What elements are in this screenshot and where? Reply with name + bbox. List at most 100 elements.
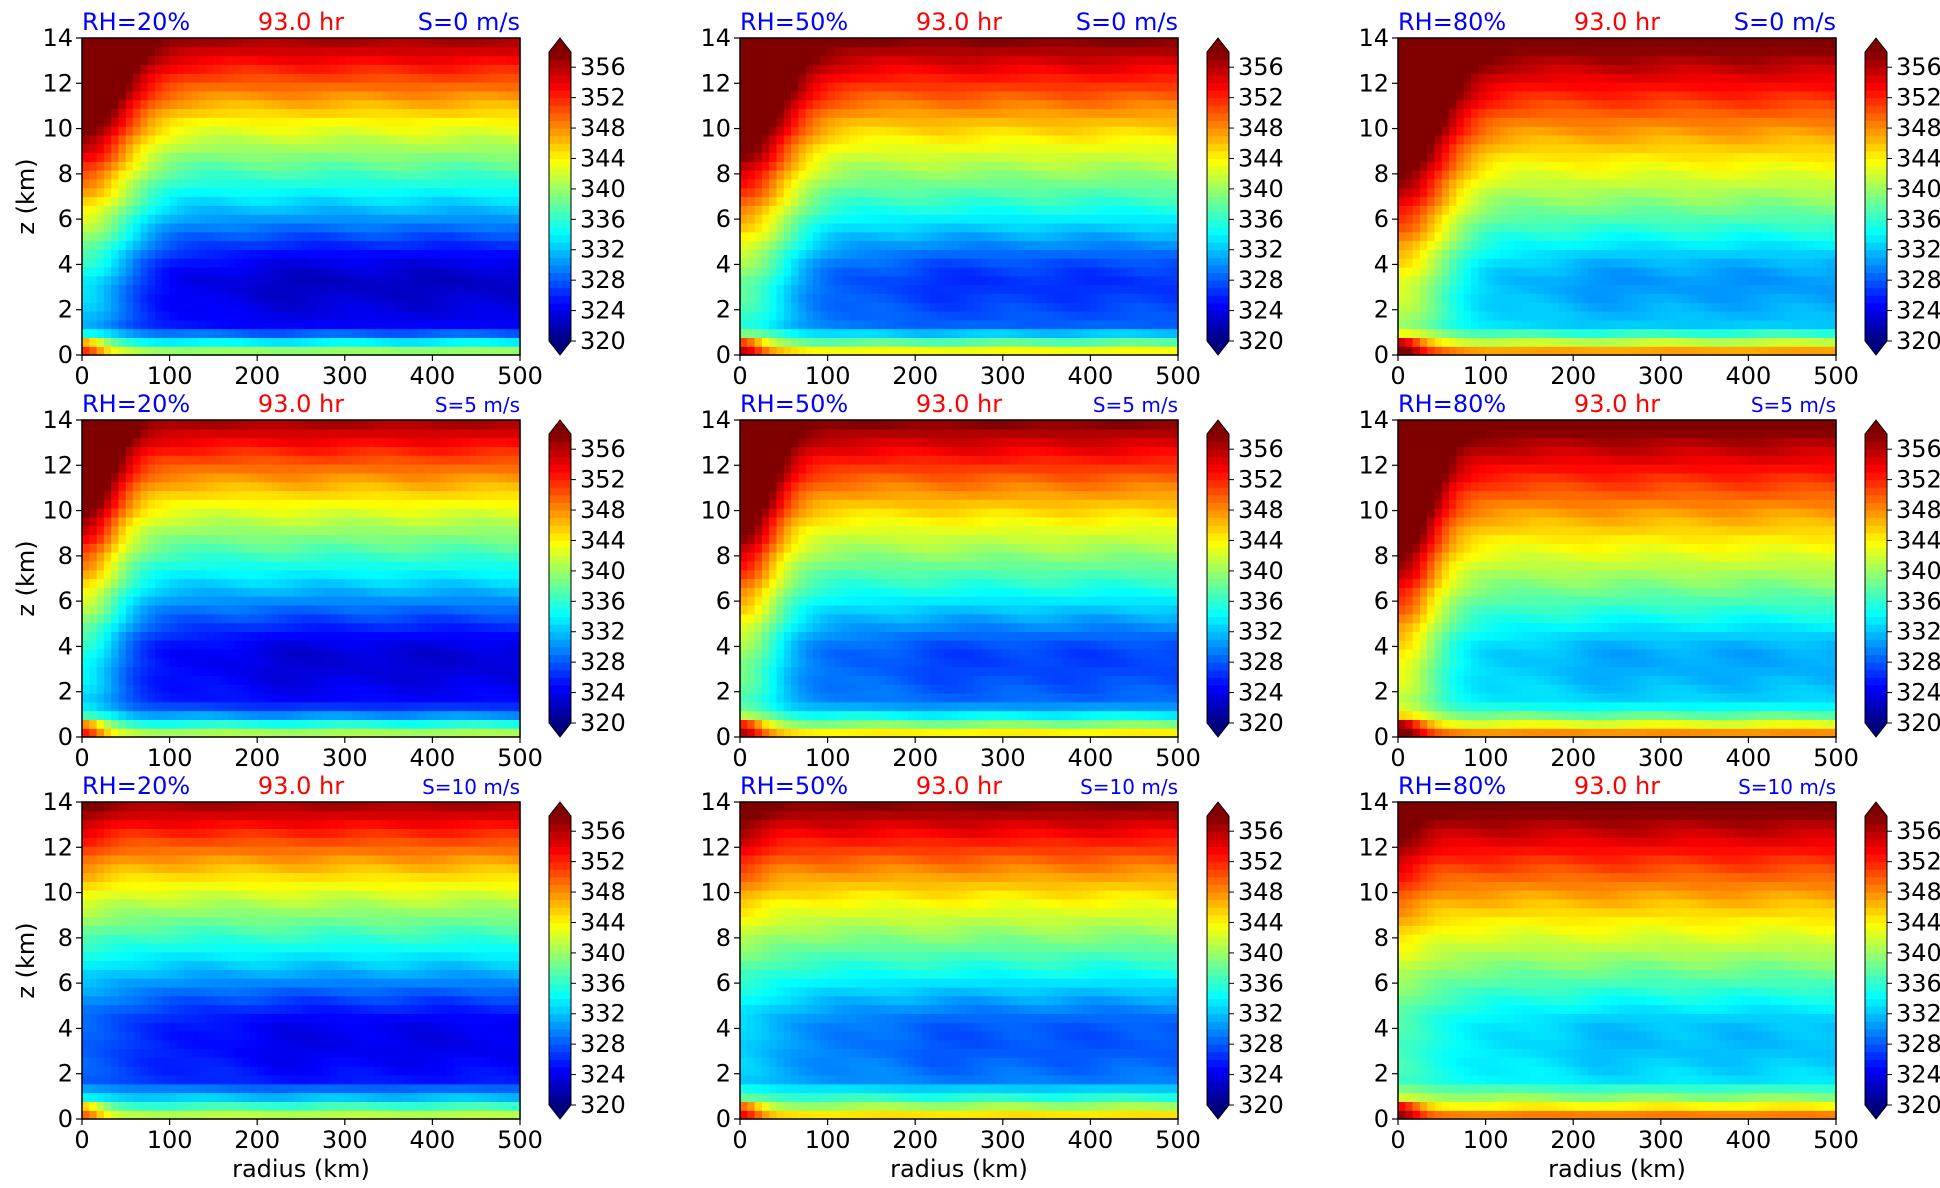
heatmap-cell [279, 134, 287, 145]
heatmap-cell [447, 214, 455, 224]
heatmap-cell [820, 302, 829, 312]
heatmap-cell [279, 108, 287, 118]
heatmap-cell [951, 275, 960, 286]
heatmap-cell [820, 82, 829, 92]
heatmap-cell [322, 161, 331, 171]
heatmap-cell [813, 108, 821, 118]
heatmap-cell [980, 214, 989, 224]
heatmap-cell [959, 319, 967, 330]
heatmap-cell [89, 240, 98, 250]
heatmap-cell [403, 161, 412, 171]
heatmap-cell [922, 205, 931, 215]
heatmap-cell [1002, 55, 1011, 66]
heatmap-cell [176, 258, 185, 268]
heatmap-cell [915, 161, 924, 171]
x-tick-label: 500 [1155, 362, 1201, 390]
heatmap-cell [111, 222, 120, 233]
x-tick-label: 200 [892, 362, 938, 390]
heatmap-cell [315, 82, 324, 92]
heatmap-cell [1478, 258, 1487, 268]
heatmap-cell [147, 143, 156, 154]
heatmap-cell [447, 152, 455, 162]
heatmap-cell [878, 90, 887, 101]
heatmap-cell [1024, 73, 1033, 83]
heatmap-cell [468, 38, 477, 48]
heatmap-cell [103, 117, 112, 127]
heatmap-cell [235, 126, 244, 136]
heatmap-cell [125, 161, 134, 171]
heatmap-cell [103, 55, 112, 66]
heatmap-cell [805, 231, 814, 242]
heatmap-cell [155, 258, 163, 268]
heatmap-cell [1112, 161, 1121, 171]
heatmap-cell [315, 346, 324, 356]
heatmap-cell [301, 170, 309, 180]
colorbar-segment [549, 325, 571, 334]
heatmap-cell [476, 46, 485, 57]
heatmap-cell [798, 346, 807, 356]
heatmap-cell [191, 205, 200, 215]
heatmap-cell [191, 108, 200, 118]
heatmap-cell [249, 117, 258, 127]
heatmap-cell [820, 126, 829, 136]
heatmap-cell [1134, 196, 1143, 206]
heatmap-cell [89, 275, 98, 286]
heatmap-cell [89, 284, 98, 294]
heatmap-cell [1427, 117, 1436, 127]
heatmap-cell [82, 337, 90, 347]
heatmap-cell [1017, 126, 1026, 136]
heatmap-cell [761, 346, 770, 356]
heatmap-cell [1053, 310, 1062, 321]
heatmap-cell [228, 222, 236, 233]
heatmap-cell [103, 205, 112, 215]
heatmap-cell [922, 222, 931, 233]
heatmap-cell [871, 161, 880, 171]
heatmap-cell [1427, 346, 1436, 356]
heatmap-cell [337, 337, 346, 347]
heatmap-cell [747, 134, 756, 145]
heatmap-cell [279, 258, 287, 268]
heatmap-cell [322, 266, 331, 277]
heatmap-cell [995, 143, 1004, 154]
heatmap-cell [798, 231, 807, 242]
heatmap-cell [893, 99, 902, 110]
heatmap-cell [366, 293, 375, 303]
heatmap-cell [842, 152, 851, 162]
heatmap-cell [1463, 46, 1472, 57]
heatmap-cell [966, 275, 975, 286]
heatmap-cell [228, 266, 236, 277]
heatmap-cell [490, 284, 499, 294]
heatmap-cell [476, 38, 485, 48]
heatmap-cell [842, 99, 851, 110]
heatmap-cell [1039, 275, 1048, 286]
heatmap-cell [461, 214, 470, 224]
heatmap-cell [403, 82, 412, 92]
heatmap-cell [439, 284, 448, 294]
heatmap-cell [1017, 90, 1026, 101]
heatmap-cell [220, 214, 229, 224]
heatmap-cell [871, 337, 880, 347]
heatmap-cell [1441, 64, 1450, 74]
heatmap-cell [308, 161, 317, 171]
heatmap-cell [1449, 302, 1457, 312]
heatmap-cell [1405, 64, 1414, 74]
heatmap-cell [1053, 196, 1062, 206]
heatmap-cell [103, 38, 112, 48]
heatmap-cell [162, 319, 171, 330]
heatmap-cell [944, 90, 953, 101]
heatmap-cell [235, 205, 244, 215]
heatmap-cell [769, 231, 778, 242]
heatmap-cell [886, 319, 894, 330]
heatmap-cell [878, 73, 887, 83]
heatmap-cell [856, 126, 865, 136]
heatmap-cell [242, 196, 251, 206]
heatmap-cell [103, 64, 112, 74]
heatmap-cell [959, 38, 967, 48]
heatmap-cell [96, 178, 105, 189]
heatmap-cell [1010, 126, 1018, 136]
heatmap-cell [417, 46, 426, 57]
heatmap-cell [893, 293, 902, 303]
panel-title-time: 93.0 hr [258, 8, 344, 36]
heatmap-cell [1434, 46, 1443, 57]
heatmap-cell [249, 143, 258, 154]
